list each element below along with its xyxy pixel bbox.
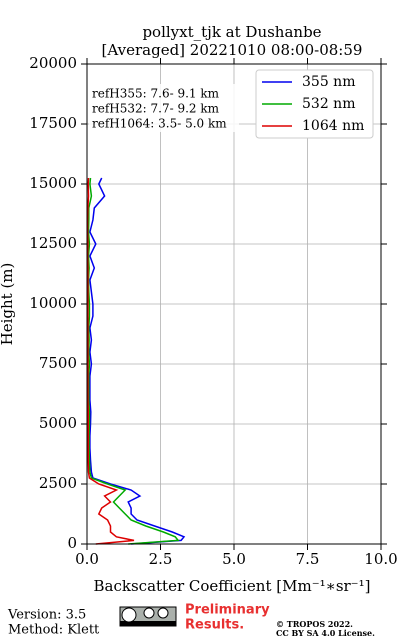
preliminary: Preliminary <box>185 603 270 618</box>
y-tick-label: 15000 <box>29 174 77 192</box>
legend-label: 1064 nm <box>302 118 364 134</box>
y-tick-label: 12500 <box>29 234 77 252</box>
profile-line <box>89 177 186 545</box>
x-tick-label: 2.5 <box>149 550 173 568</box>
x-tick-label: 0.0 <box>75 550 99 568</box>
method: Method: Klett <box>8 623 100 638</box>
license: CC BY SA 4.0 License. <box>276 628 375 638</box>
annotation-box <box>89 84 239 132</box>
y-axis-label: Height (m) <box>0 263 16 346</box>
y-tick-label: 17500 <box>29 114 77 132</box>
y-tick-label: 20000 <box>29 54 77 72</box>
chart-subtitle: [Averaged] 20221010 08:00-08:59 <box>102 41 363 59</box>
axes-frame <box>86 63 382 545</box>
legend-label: 355 nm <box>302 74 355 90</box>
y-tick-label: 0 <box>67 534 77 552</box>
y-tick-label: 2500 <box>39 474 77 492</box>
preliminary: Results. <box>185 618 244 633</box>
annotation: refH532: 7.7- 9.2 km <box>92 102 220 116</box>
annotation: refH1064: 3.5- 5.0 km <box>92 117 227 131</box>
x-tick-label: 7.5 <box>296 550 320 568</box>
version: Version: 3.5 <box>7 608 86 623</box>
legend-label: 532 nm <box>302 96 355 112</box>
legend-box <box>255 69 374 139</box>
cc-logo <box>119 606 177 627</box>
x-tick-label: 10.0 <box>364 550 397 568</box>
y-tick-label: 10000 <box>29 294 77 312</box>
chart-title: pollyxt_tjk at Dushanbe <box>142 23 321 41</box>
annotation: refH355: 7.6- 9.1 km <box>92 87 220 101</box>
profile-line <box>86 177 135 545</box>
copyright: © TROPOS 2022. <box>276 619 353 629</box>
y-tick-label: 7500 <box>39 354 77 372</box>
x-axis-label: Backscatter Coefficient [Mm⁻¹∗sr⁻¹] <box>94 577 371 595</box>
profile-line <box>87 177 180 545</box>
y-tick-label: 5000 <box>39 414 77 432</box>
x-tick-label: 5.0 <box>222 550 246 568</box>
